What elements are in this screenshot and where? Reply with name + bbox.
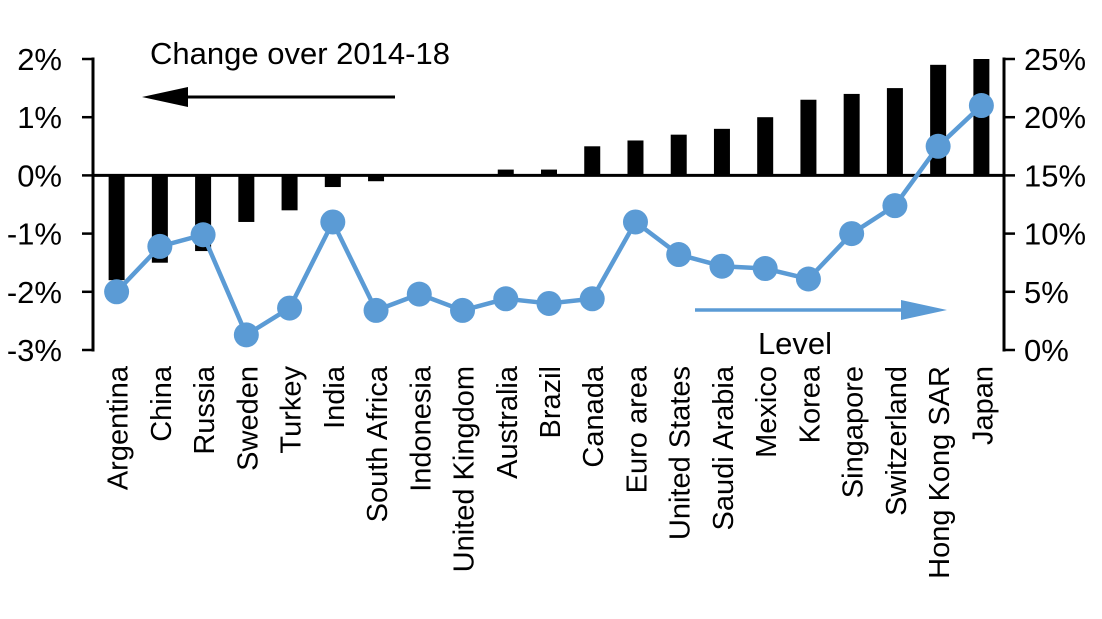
left-axis-label: -2% bbox=[7, 275, 62, 310]
marker-hong-kong-sar bbox=[925, 133, 951, 159]
bar-australia bbox=[497, 169, 514, 176]
bar-singapore bbox=[843, 93, 860, 176]
x-label-sweden: Sweden bbox=[232, 366, 264, 471]
x-label-mexico: Mexico bbox=[751, 366, 783, 458]
right-axis-label: 20% bbox=[1024, 100, 1086, 135]
marker-turkey bbox=[277, 295, 303, 321]
x-label-turkey: Turkey bbox=[276, 366, 308, 454]
marker-china bbox=[147, 233, 173, 259]
bar-mexico bbox=[757, 117, 774, 176]
bar-switzerland bbox=[886, 88, 903, 176]
x-label-euro-area: Euro area bbox=[621, 365, 653, 493]
right-axis-label: 15% bbox=[1024, 158, 1086, 193]
left-axis-label: 2% bbox=[17, 42, 62, 77]
x-label-singapore: Singapore bbox=[838, 366, 870, 498]
x-label-united-states: United States bbox=[665, 366, 697, 540]
x-label-canada: Canada bbox=[578, 365, 610, 467]
marker-south-africa bbox=[363, 297, 389, 323]
x-label-china: China bbox=[146, 365, 178, 442]
marker-indonesia bbox=[406, 281, 432, 307]
marker-korea bbox=[795, 266, 821, 292]
marker-mexico bbox=[752, 256, 778, 282]
bar-argentina bbox=[108, 175, 125, 281]
x-label-japan: Japan bbox=[967, 366, 999, 445]
marker-united-states bbox=[666, 242, 692, 268]
left-axis-label: -1% bbox=[7, 217, 62, 252]
x-label-indonesia: Indonesia bbox=[405, 365, 437, 492]
marker-japan bbox=[968, 93, 994, 119]
marker-canada bbox=[579, 286, 605, 312]
marker-australia bbox=[493, 286, 519, 312]
x-label-argentina: Argentina bbox=[103, 365, 135, 490]
x-label-russia: Russia bbox=[189, 365, 221, 455]
bar-united-states bbox=[670, 134, 687, 176]
left-axis-label: 0% bbox=[17, 158, 62, 193]
level-annotation-label: Level bbox=[758, 326, 832, 361]
marker-sweden bbox=[233, 322, 259, 348]
marker-argentina bbox=[104, 279, 130, 305]
x-label-hong-kong-sar: Hong Kong SAR bbox=[924, 366, 956, 579]
bar-turkey bbox=[281, 175, 298, 211]
x-label-saudi-arabia: Saudi Arabia bbox=[708, 365, 740, 530]
right-axis-label: 0% bbox=[1024, 333, 1069, 368]
marker-euro-area bbox=[622, 209, 648, 235]
x-label-brazil: Brazil bbox=[535, 366, 567, 439]
x-label-united-kingdom: United Kingdom bbox=[449, 366, 481, 572]
left-arrow-icon bbox=[142, 87, 188, 107]
change-annotation-label: Change over 2014-18 bbox=[150, 36, 450, 71]
bar-canada bbox=[584, 146, 601, 176]
marker-brazil bbox=[536, 290, 562, 316]
right-axis-label: 25% bbox=[1024, 42, 1086, 77]
marker-russia bbox=[190, 222, 216, 248]
x-label-korea: Korea bbox=[794, 365, 826, 443]
bar-sweden bbox=[238, 175, 255, 222]
bar-euro-area bbox=[627, 140, 644, 176]
marker-saudi-arabia bbox=[709, 253, 735, 279]
bar-india bbox=[324, 175, 341, 188]
marker-united-kingdom bbox=[450, 297, 476, 323]
x-label-switzerland: Switzerland bbox=[881, 366, 913, 516]
left-axis-label: -3% bbox=[7, 333, 62, 368]
marker-india bbox=[320, 209, 346, 235]
right-axis-label: 5% bbox=[1024, 275, 1069, 310]
bar-korea bbox=[800, 99, 817, 176]
x-label-india: India bbox=[319, 365, 351, 429]
left-axis-label: 1% bbox=[17, 100, 62, 135]
right-axis-label: 10% bbox=[1024, 217, 1086, 252]
marker-singapore bbox=[839, 221, 865, 247]
bar-hong-kong-sar bbox=[930, 64, 947, 176]
bar-south-africa bbox=[368, 175, 385, 182]
bar-brazil bbox=[541, 169, 557, 176]
bar-saudi-arabia bbox=[713, 128, 730, 176]
marker-switzerland bbox=[882, 193, 908, 219]
right-arrow-icon bbox=[901, 300, 947, 320]
x-label-australia: Australia bbox=[492, 365, 524, 479]
x-label-south-africa: South Africa bbox=[362, 365, 394, 522]
